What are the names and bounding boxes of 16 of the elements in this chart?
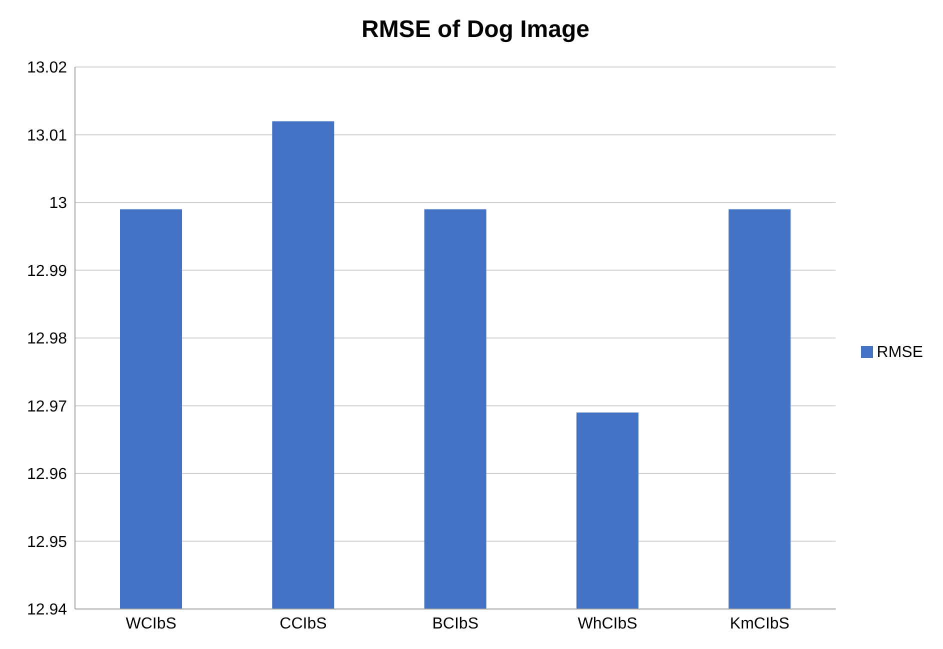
y-tick-label: 12.94 [26, 602, 68, 619]
y-tick-label: 12.97 [26, 398, 68, 416]
y-tick-label: 12.95 [26, 534, 68, 551]
y-tick-label: 13.01 [26, 127, 68, 144]
y-tick-label: 12.98 [26, 330, 68, 348]
legend-label: RMSE [876, 344, 923, 360]
y-tick-label: 12.99 [26, 262, 68, 280]
x-tick-label: CCIbS [280, 615, 327, 632]
x-tick-label: KmCIbS [730, 615, 790, 632]
x-tick-label: WhCIbS [578, 615, 638, 632]
y-tick-label: 12.96 [26, 466, 68, 484]
x-tick-label: BCIbS [432, 615, 479, 632]
y-tick-label: 13 [49, 195, 68, 212]
y-tick-label: 13.02 [26, 60, 68, 77]
chart-title: RMSE of Dog Image [360, 15, 590, 45]
x-tick-label: WCIbS [126, 615, 176, 632]
